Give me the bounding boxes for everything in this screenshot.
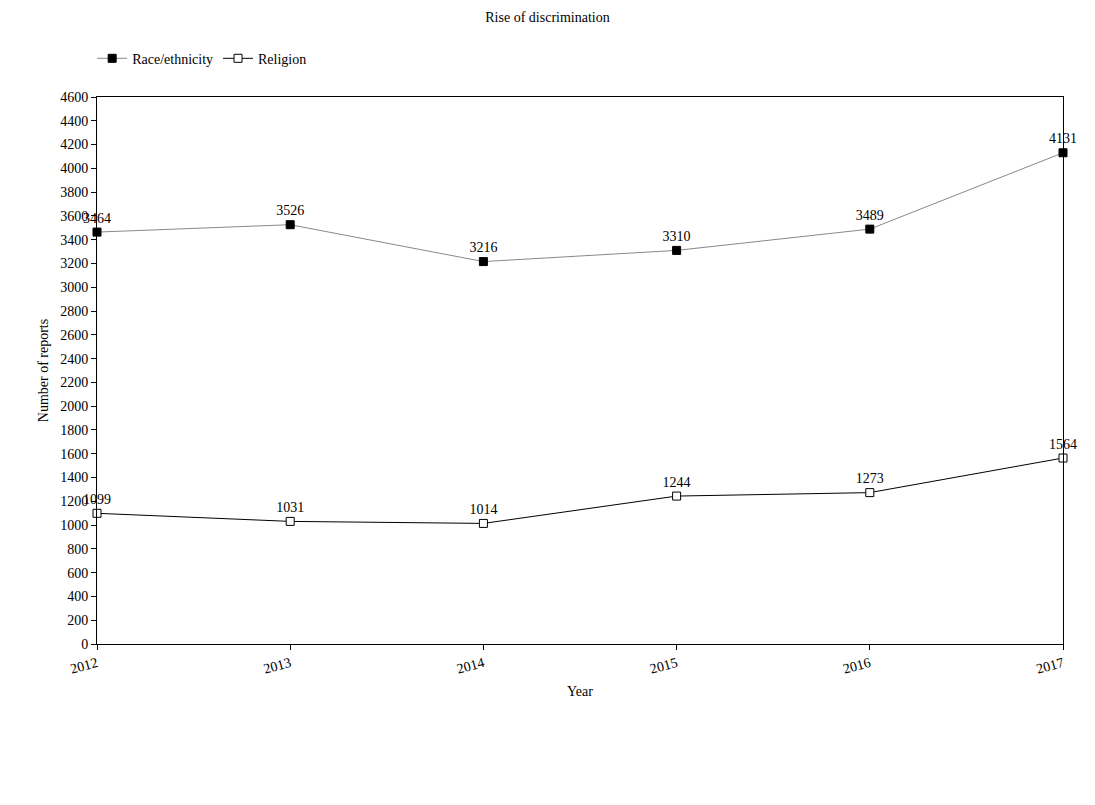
svg-text:2014: 2014: [455, 655, 486, 677]
svg-text:3489: 3489: [856, 208, 884, 223]
svg-text:3200: 3200: [60, 256, 88, 271]
svg-text:4400: 4400: [60, 114, 88, 129]
svg-text:2400: 2400: [60, 352, 88, 367]
svg-text:800: 800: [67, 542, 88, 557]
svg-text:3400: 3400: [60, 233, 88, 248]
svg-text:2800: 2800: [60, 304, 88, 319]
svg-text:2013: 2013: [262, 655, 293, 677]
svg-text:1200: 1200: [60, 494, 88, 509]
svg-text:4000: 4000: [60, 161, 88, 176]
svg-text:2600: 2600: [60, 328, 88, 343]
svg-text:Number of reports: Number of reports: [36, 319, 51, 422]
svg-text:1400: 1400: [60, 470, 88, 485]
svg-text:2200: 2200: [60, 375, 88, 390]
svg-text:3310: 3310: [663, 229, 691, 244]
svg-text:2012: 2012: [69, 655, 100, 677]
svg-text:1564: 1564: [1049, 437, 1077, 452]
svg-text:1800: 1800: [60, 423, 88, 438]
svg-text:3000: 3000: [60, 280, 88, 295]
svg-text:1600: 1600: [60, 447, 88, 462]
svg-text:1099: 1099: [83, 492, 111, 507]
svg-text:4131: 4131: [1049, 131, 1077, 146]
svg-text:Race/ethnicity: Race/ethnicity: [132, 52, 213, 67]
svg-text:0: 0: [81, 637, 88, 652]
svg-text:200: 200: [67, 613, 88, 628]
svg-text:Year: Year: [567, 684, 593, 699]
svg-text:1014: 1014: [469, 502, 497, 517]
svg-text:4200: 4200: [60, 137, 88, 152]
svg-text:3800: 3800: [60, 185, 88, 200]
svg-text:1031: 1031: [276, 500, 304, 515]
svg-text:3216: 3216: [469, 240, 497, 255]
svg-text:2015: 2015: [648, 655, 679, 677]
svg-text:3526: 3526: [276, 203, 304, 218]
svg-text:3600: 3600: [60, 209, 88, 224]
svg-text:3464: 3464: [83, 211, 111, 226]
svg-text:4600: 4600: [60, 90, 88, 105]
svg-text:2017: 2017: [1035, 655, 1066, 677]
svg-text:Religion: Religion: [258, 52, 306, 67]
svg-text:600: 600: [67, 566, 88, 581]
svg-text:400: 400: [67, 589, 88, 604]
svg-text:Rise of discrimination: Rise of discrimination: [485, 10, 609, 25]
svg-text:2016: 2016: [841, 655, 872, 677]
svg-text:1273: 1273: [856, 471, 884, 486]
svg-text:1000: 1000: [60, 518, 88, 533]
svg-text:2000: 2000: [60, 399, 88, 414]
svg-text:1244: 1244: [663, 475, 691, 490]
